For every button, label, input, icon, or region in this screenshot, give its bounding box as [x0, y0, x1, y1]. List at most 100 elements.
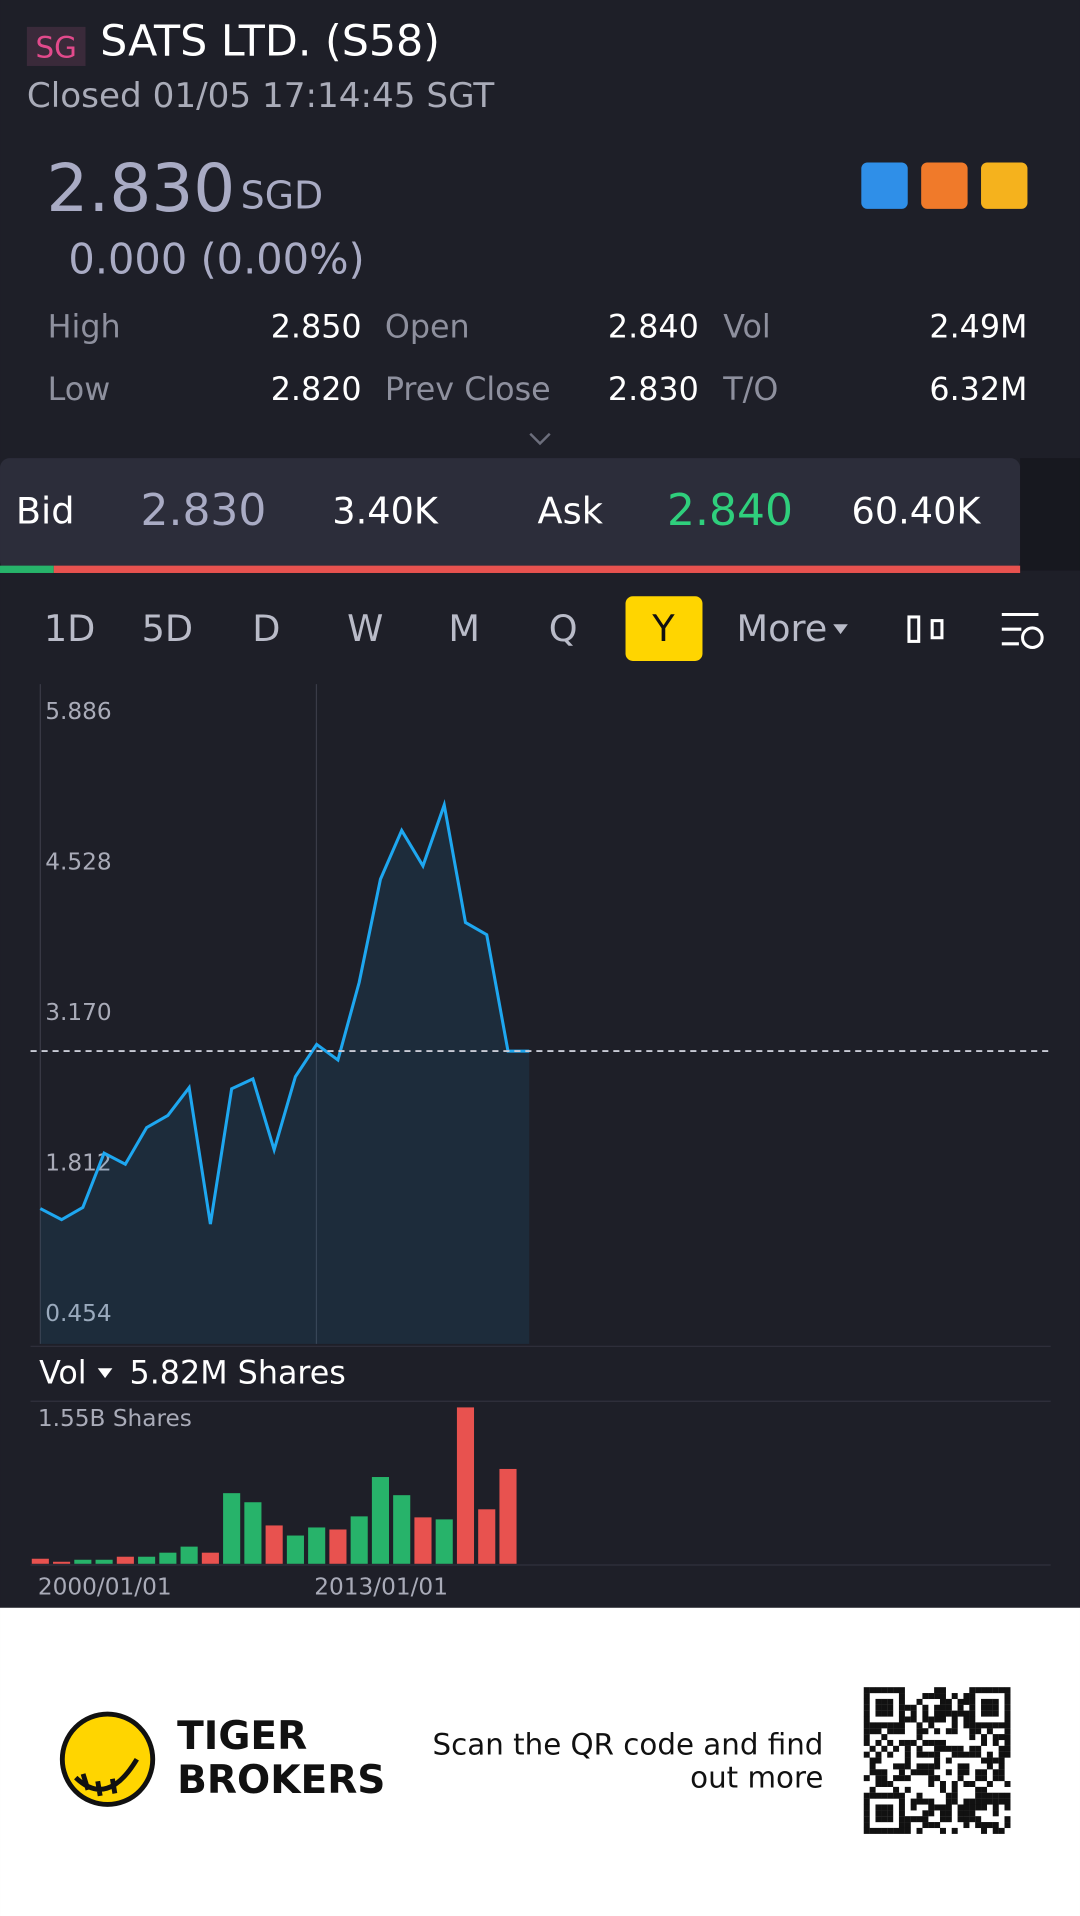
qr-module: [986, 1710, 993, 1717]
x-tick-label: 2013/01/01: [314, 1574, 448, 1601]
period-tab[interactable]: M: [448, 607, 480, 650]
cta: out more: [690, 1760, 823, 1794]
qr-module: [986, 1781, 993, 1787]
qr-module: [863, 1704, 870, 1711]
qr-module: [863, 1822, 870, 1829]
qr-module: [916, 1792, 923, 1799]
qr-module: [969, 1751, 976, 1758]
logo-mark: [74, 1757, 139, 1797]
qr-module: [963, 1822, 970, 1829]
qr-module: [981, 1757, 988, 1764]
qr-module: [928, 1751, 935, 1758]
period-tab[interactable]: More: [736, 607, 827, 650]
qr-module: [928, 1775, 935, 1782]
more-arrow[interactable]: [833, 624, 848, 635]
currency: SGD: [241, 173, 324, 217]
qr-module: [898, 1810, 905, 1817]
volume-bar: [265, 1525, 283, 1564]
qr-module: [975, 1775, 982, 1782]
volume-subtitle: 5.82M Shares: [130, 1355, 346, 1391]
qr-module: [863, 1792, 870, 1799]
qr-module: [945, 1810, 952, 1817]
qr-module: [986, 1751, 993, 1758]
settings-icon[interactable]: [1001, 612, 1039, 646]
qr-module: [869, 1722, 876, 1729]
qr-module: [957, 1698, 964, 1705]
qr-module: [916, 1827, 923, 1834]
stat-value: 2.840: [608, 310, 699, 346]
order-book-item: 2.840: [667, 485, 793, 536]
qr-module: [934, 1745, 941, 1752]
period-tab[interactable]: Q: [549, 607, 578, 650]
volume-bar: [201, 1552, 219, 1564]
order-book-item: 2.830: [141, 485, 267, 536]
qr-module: [893, 1763, 900, 1770]
brand: BROKERS: [177, 1758, 385, 1803]
qr-module: [910, 1704, 917, 1711]
qr-module: [975, 1804, 982, 1811]
period-tab[interactable]: D: [252, 607, 280, 650]
qr-module: [998, 1757, 1005, 1764]
qr-module: [928, 1739, 935, 1746]
icon[interactable]: [861, 162, 908, 209]
settings-icon[interactable]: [1021, 626, 1044, 650]
qr-module: [986, 1757, 993, 1764]
qr-module: [893, 1792, 900, 1799]
qr-module: [986, 1822, 993, 1829]
qr-module: [963, 1804, 970, 1811]
qr-module: [939, 1827, 946, 1834]
qr-module: [981, 1710, 988, 1717]
qr-module: [875, 1757, 882, 1764]
icon[interactable]: [981, 162, 1028, 209]
qr-module: [934, 1804, 941, 1811]
dropdown-arrow[interactable]: [97, 1368, 113, 1379]
qr-module: [975, 1769, 982, 1776]
qr-module: [934, 1757, 941, 1764]
qr-module: [881, 1687, 888, 1694]
qr-module: [1004, 1704, 1011, 1711]
stat-value: 2.820: [271, 372, 362, 408]
chart-icons[interactable]: [907, 612, 1044, 650]
qr-module: [998, 1792, 1005, 1799]
volume-bar: [371, 1477, 389, 1564]
qr-module: [963, 1751, 970, 1758]
period-tab[interactable]: W: [347, 607, 383, 650]
qr-module: [887, 1704, 894, 1711]
period-tab[interactable]: 1D: [44, 607, 96, 650]
qr-module: [875, 1775, 882, 1782]
qr-module: [963, 1693, 970, 1700]
volume-bar: [478, 1509, 496, 1564]
qr-module: [992, 1827, 999, 1834]
qr-module: [963, 1722, 970, 1729]
qr-module: [969, 1693, 976, 1700]
candle-icon[interactable]: [930, 619, 944, 640]
qr-module: [898, 1728, 905, 1735]
expand-arrow[interactable]: [529, 432, 551, 446]
icon[interactable]: [921, 162, 968, 209]
qr-module: [992, 1775, 999, 1782]
qr-module: [869, 1763, 876, 1770]
qr-module: [969, 1722, 976, 1729]
qr-module: [945, 1757, 952, 1764]
candle-icon[interactable]: [907, 615, 921, 643]
qr-module: [863, 1716, 870, 1723]
qr-module: [881, 1775, 888, 1782]
qr-module: [957, 1769, 964, 1776]
qr-module: [945, 1816, 952, 1823]
footer: [0, 1607, 1080, 1916]
stat-label: T/O: [722, 372, 778, 408]
qr-module: [910, 1769, 917, 1776]
qr-module: [898, 1769, 905, 1776]
qr-module: [969, 1745, 976, 1752]
qr-module: [863, 1734, 870, 1741]
qr-module: [969, 1810, 976, 1817]
qr-module: [945, 1745, 952, 1752]
qr-module: [981, 1798, 988, 1805]
period-tab[interactable]: 5D: [142, 607, 194, 650]
qr-module: [910, 1816, 917, 1823]
qr-module: [945, 1798, 952, 1805]
period-tab[interactable]: Y: [651, 607, 675, 650]
qr-module: [963, 1769, 970, 1776]
qr-module: [1004, 1822, 1011, 1829]
qr-module: [863, 1827, 870, 1834]
